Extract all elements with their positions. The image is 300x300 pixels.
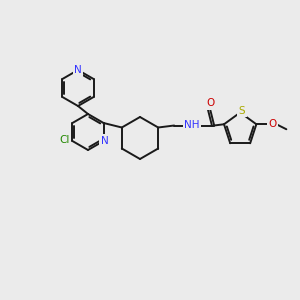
Text: NH: NH — [184, 121, 200, 130]
Text: N: N — [101, 136, 109, 146]
Text: N: N — [74, 65, 82, 75]
Text: S: S — [239, 106, 245, 116]
Text: O: O — [206, 98, 214, 109]
Text: Cl: Cl — [59, 135, 70, 145]
Text: O: O — [268, 119, 277, 129]
